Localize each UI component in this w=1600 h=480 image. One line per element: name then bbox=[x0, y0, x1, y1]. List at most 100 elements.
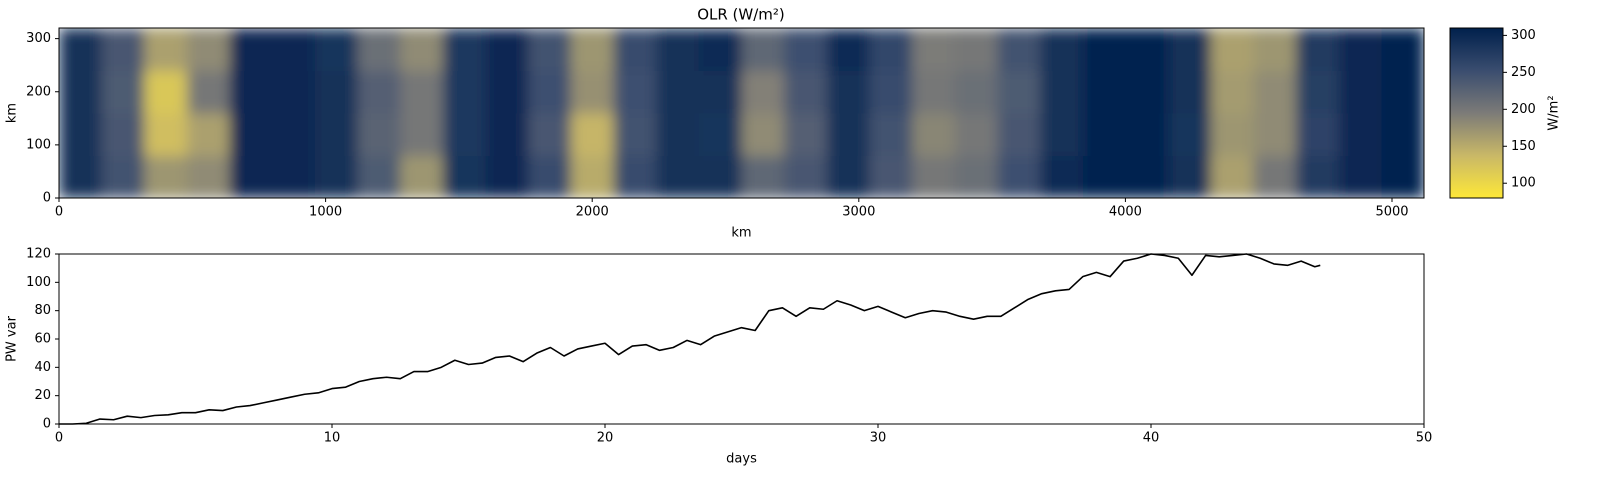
heatmap-cell bbox=[997, 70, 1041, 114]
heatmap-cell bbox=[186, 28, 231, 71]
heatmap-cell bbox=[229, 155, 273, 198]
heatmap-cell bbox=[442, 155, 487, 198]
heatmap-cell bbox=[1253, 70, 1297, 114]
heatmap-cell bbox=[1381, 113, 1424, 156]
heatmap-cell bbox=[869, 28, 913, 71]
heatmap bbox=[59, 28, 1424, 198]
heatmap-cell bbox=[997, 113, 1041, 156]
x-axis-label: days bbox=[726, 452, 757, 467]
heatmap-cell bbox=[144, 28, 188, 71]
heatmap-cell bbox=[1082, 155, 1126, 198]
heatmap-cell bbox=[741, 70, 785, 114]
heatmap-cell bbox=[485, 113, 529, 156]
heatmap-cell bbox=[1338, 70, 1382, 114]
heatmap-cell bbox=[442, 113, 487, 156]
heatmap-cell bbox=[400, 28, 444, 71]
heatmap-cell bbox=[826, 113, 870, 156]
heatmap-cell bbox=[229, 28, 273, 71]
heatmap-cell bbox=[400, 155, 444, 198]
heatmap-cell bbox=[954, 28, 998, 71]
heatmap-cell bbox=[485, 155, 529, 198]
heatmap-cell bbox=[59, 113, 103, 156]
heatmap-cell bbox=[570, 70, 615, 114]
heatmap-cell bbox=[186, 70, 231, 114]
heatmap-cell bbox=[1296, 113, 1340, 156]
heatmap-cell bbox=[1040, 155, 1084, 198]
y-tick-label: 300 bbox=[26, 31, 51, 46]
y-tick-label: 40 bbox=[34, 360, 51, 375]
heatmap-cell bbox=[272, 70, 316, 114]
heatmap-cell bbox=[1296, 70, 1340, 114]
heatmap-cell bbox=[1381, 28, 1424, 71]
heatmap-cell bbox=[784, 28, 828, 71]
heatmap-cell bbox=[698, 155, 742, 198]
heatmap-cell bbox=[997, 155, 1041, 198]
heatmap-cell bbox=[442, 70, 487, 114]
heatmap-cell bbox=[144, 155, 188, 198]
plot-frame bbox=[58, 253, 1425, 425]
heatmap-cell bbox=[1125, 70, 1169, 114]
heatmap-cell bbox=[101, 113, 145, 156]
heatmap-cell bbox=[59, 28, 103, 71]
x-tick-label: 10 bbox=[324, 431, 341, 446]
heatmap-cell bbox=[229, 70, 273, 114]
heatmap-cell bbox=[357, 155, 401, 198]
heatmap-cell bbox=[144, 70, 188, 114]
heatmap-cell bbox=[101, 28, 145, 71]
heatmap-cell bbox=[1125, 113, 1169, 156]
heatmap-cell bbox=[186, 113, 231, 156]
heatmap-cell bbox=[485, 70, 529, 114]
heatmap-cell bbox=[59, 70, 103, 114]
x-tick-label: 2000 bbox=[576, 205, 609, 220]
heatmap-cell bbox=[570, 113, 615, 156]
heatmap-cell bbox=[357, 113, 401, 156]
x-tick-label: 30 bbox=[870, 431, 887, 446]
heatmap-cell bbox=[1210, 155, 1254, 198]
heatmap-cell bbox=[528, 28, 572, 71]
heatmap-cell bbox=[741, 155, 785, 198]
heatmap-cell bbox=[954, 113, 998, 156]
heatmap-cell bbox=[485, 28, 529, 71]
x-tick-label: 5000 bbox=[1375, 205, 1408, 220]
colorbar-tick-label: 100 bbox=[1511, 176, 1536, 191]
x-tick-label: 50 bbox=[1416, 431, 1433, 446]
heatmap-cell bbox=[656, 113, 700, 156]
y-axis-label: PW var bbox=[5, 315, 20, 361]
heatmap-cell bbox=[1253, 28, 1297, 71]
heatmap-cell bbox=[442, 28, 487, 71]
heatmap-cell bbox=[1338, 155, 1382, 198]
heatmap-cell bbox=[1210, 70, 1254, 114]
colorbar-tick-label: 300 bbox=[1511, 28, 1536, 43]
heatmap-cell bbox=[1168, 155, 1212, 198]
heatmap-cell bbox=[1296, 155, 1340, 198]
heatmap-cell bbox=[613, 155, 657, 198]
heatmap-cell bbox=[1296, 28, 1340, 71]
heatmap-cell bbox=[314, 155, 359, 198]
heatmap-cell bbox=[400, 113, 444, 156]
heatmap-cell bbox=[314, 113, 359, 156]
line-series bbox=[59, 253, 1321, 425]
heatmap-cell bbox=[1040, 70, 1084, 114]
heatmap-cell bbox=[400, 70, 444, 114]
plot-frame bbox=[58, 27, 1425, 199]
heatmap-cell bbox=[1210, 113, 1254, 156]
heatmap-cell bbox=[1125, 28, 1169, 71]
heatmap-cell bbox=[144, 113, 188, 156]
heatmap-cell bbox=[1168, 70, 1212, 114]
heatmap-cell bbox=[698, 70, 742, 114]
x-tick-label: 1000 bbox=[309, 205, 342, 220]
colorbar bbox=[1449, 27, 1504, 199]
heatmap-cell bbox=[1253, 113, 1297, 156]
heatmap-cell bbox=[1381, 155, 1424, 198]
heatmap-cell bbox=[357, 70, 401, 114]
heatmap-cell bbox=[912, 28, 956, 71]
y-tick-label: 20 bbox=[34, 388, 51, 403]
heatmap-cell bbox=[528, 155, 572, 198]
colorbar-tick-label: 250 bbox=[1511, 65, 1536, 80]
heatmap-cell bbox=[698, 113, 742, 156]
y-axis-label: km bbox=[5, 103, 20, 123]
y-tick-label: 100 bbox=[26, 275, 51, 290]
heatmap-cell bbox=[656, 155, 700, 198]
heatmap-cell bbox=[272, 113, 316, 156]
